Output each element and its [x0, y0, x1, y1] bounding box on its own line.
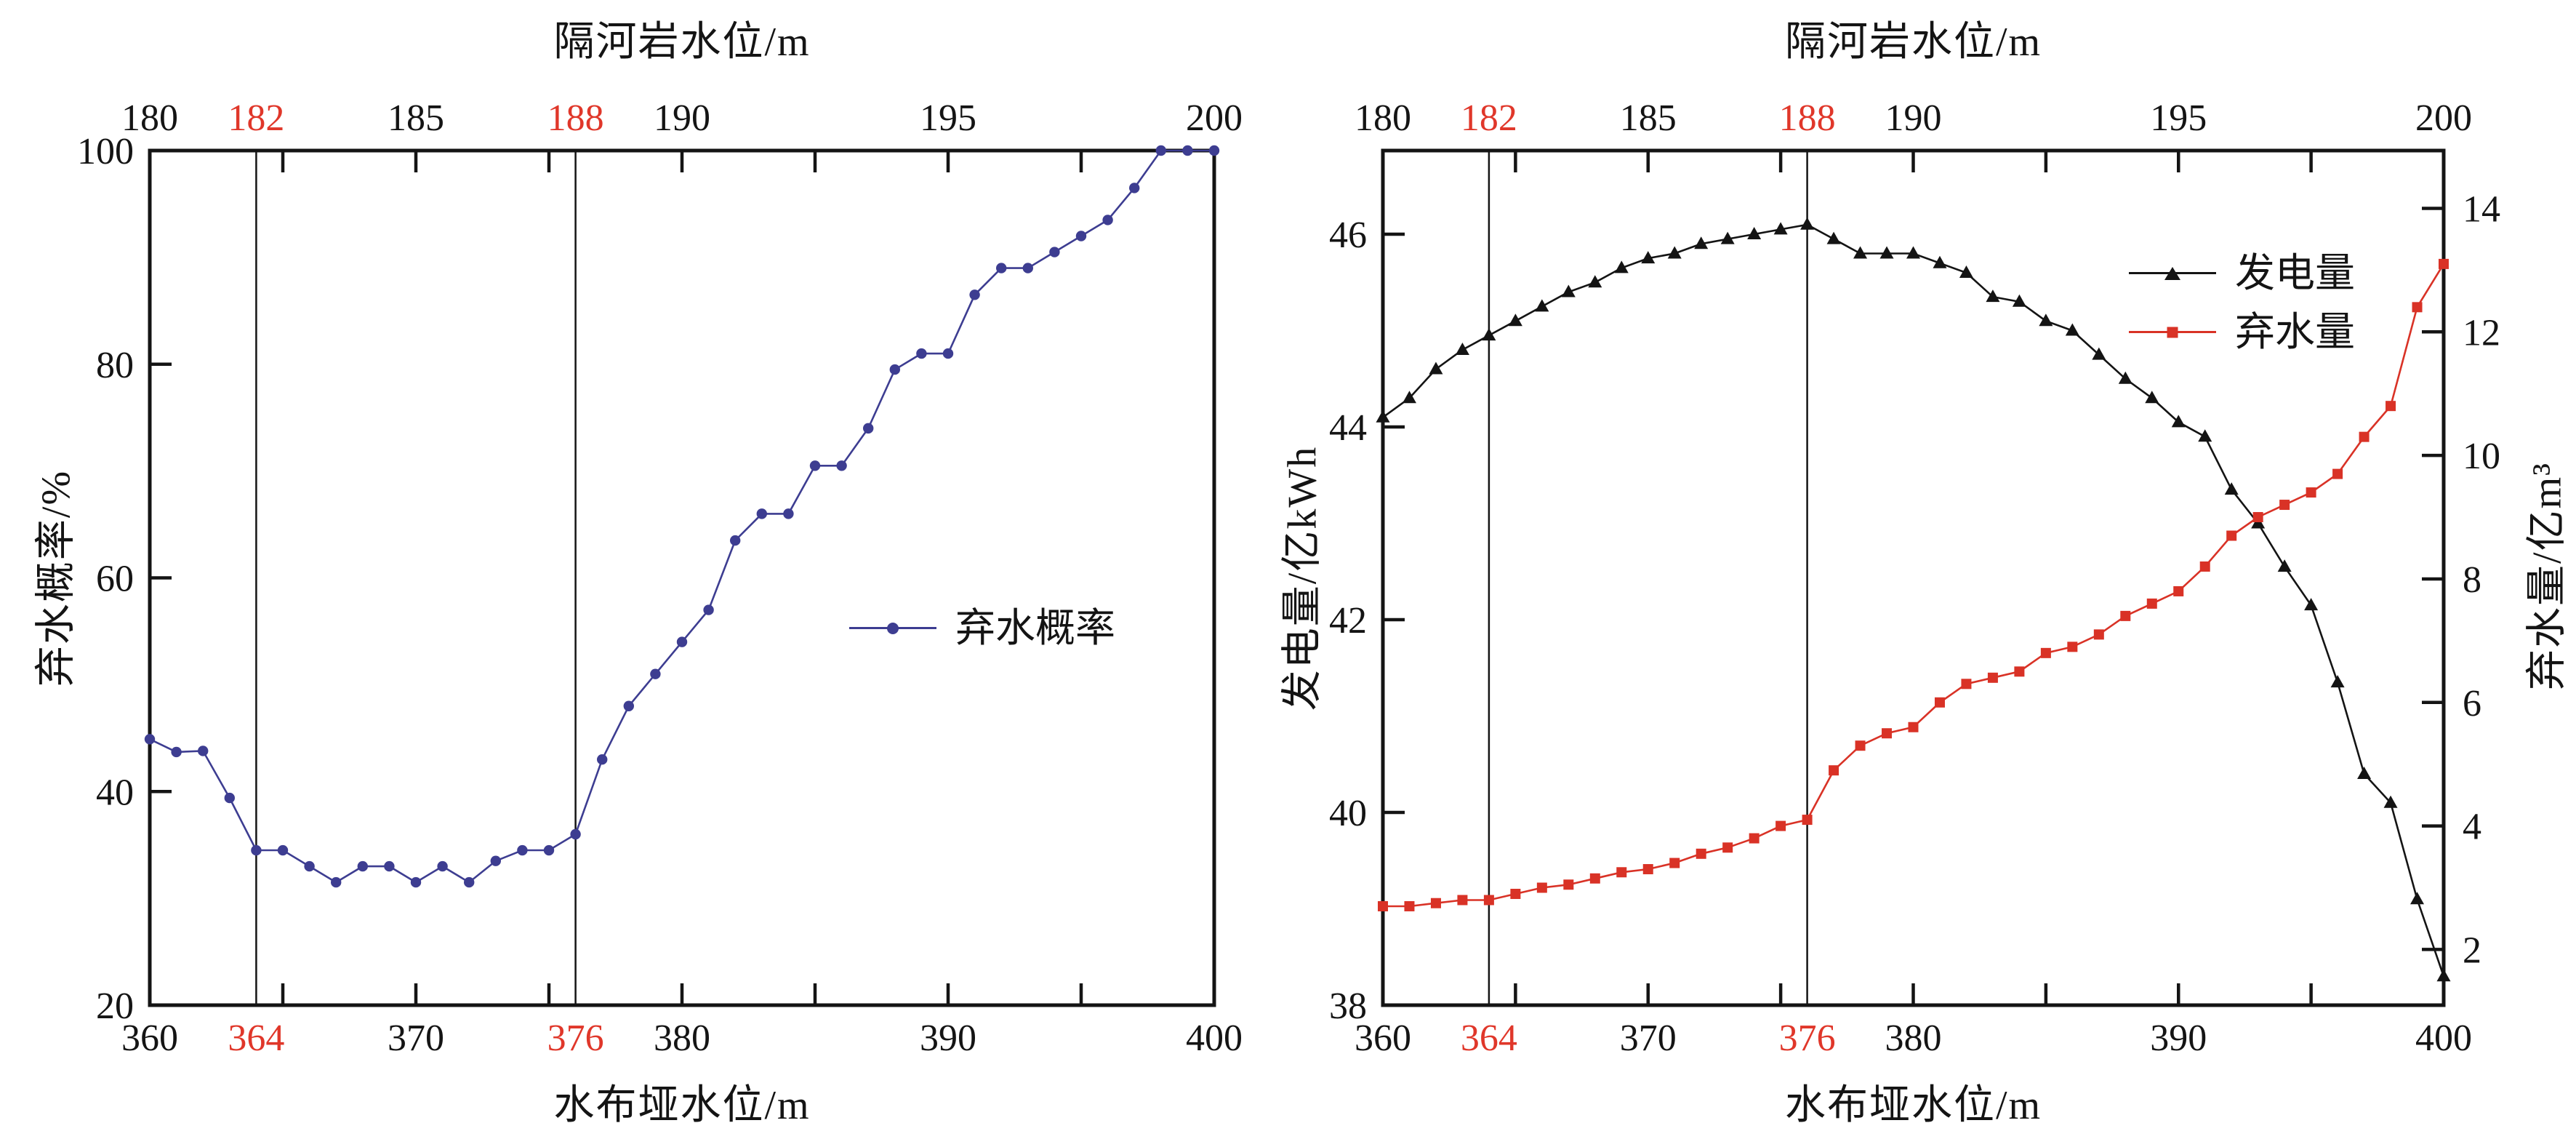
left-chart-x-axis-title: 水布垭水位/m — [553, 1083, 811, 1128]
svg-text:182: 182 — [1461, 97, 1517, 139]
svg-text:6: 6 — [2463, 683, 2481, 724]
svg-text:185: 185 — [388, 97, 444, 139]
svg-text:60: 60 — [96, 559, 134, 600]
right-chart-y-right-axis-title: 弃水量/亿m³ — [2524, 462, 2570, 690]
svg-text:195: 195 — [2150, 97, 2207, 139]
svg-text:360: 360 — [121, 1018, 178, 1059]
legend-item-spill-volume: 弃水量 — [2129, 312, 2355, 352]
legend-label: 发电量 — [2235, 251, 2356, 295]
svg-text:182: 182 — [228, 97, 284, 139]
svg-text:180: 180 — [1355, 97, 1411, 139]
svg-text:190: 190 — [654, 97, 710, 139]
right-chart-y-left-axis-title: 发电量/亿kWh — [1280, 445, 1325, 711]
svg-text:12: 12 — [2463, 312, 2500, 353]
svg-text:44: 44 — [1329, 407, 1367, 449]
svg-text:390: 390 — [920, 1018, 976, 1059]
svg-text:190: 190 — [1885, 97, 1942, 139]
svg-text:200: 200 — [1186, 97, 1243, 139]
svg-text:188: 188 — [547, 97, 604, 139]
svg-text:185: 185 — [1620, 97, 1677, 139]
svg-text:376: 376 — [1779, 1018, 1836, 1059]
svg-text:20: 20 — [96, 986, 134, 1027]
left-chart-top-axis-title: 隔河岩水位/m — [553, 20, 811, 65]
svg-text:8: 8 — [2463, 559, 2481, 601]
svg-text:180: 180 — [121, 97, 178, 139]
svg-text:46: 46 — [1329, 215, 1367, 256]
svg-text:100: 100 — [77, 131, 134, 172]
left-chart-legend: 弃水概率 — [849, 608, 1115, 648]
svg-text:360: 360 — [1355, 1018, 1411, 1059]
svg-text:38: 38 — [1329, 986, 1367, 1027]
svg-text:380: 380 — [1885, 1018, 1942, 1059]
svg-text:10: 10 — [2463, 436, 2500, 477]
svg-text:14: 14 — [2463, 188, 2500, 230]
svg-text:390: 390 — [2150, 1018, 2207, 1059]
svg-text:400: 400 — [1186, 1018, 1243, 1059]
right-chart-x-axis-title: 水布垭水位/m — [1784, 1083, 2042, 1128]
legend-item-spill-probability: 弃水概率 — [849, 608, 1115, 648]
svg-text:40: 40 — [1329, 793, 1367, 834]
svg-text:4: 4 — [2463, 807, 2481, 848]
svg-text:2: 2 — [2463, 930, 2481, 971]
svg-text:195: 195 — [920, 97, 976, 139]
svg-text:188: 188 — [1779, 97, 1836, 139]
svg-text:370: 370 — [388, 1018, 444, 1059]
legend-line-square-icon — [2129, 324, 2216, 341]
svg-text:370: 370 — [1620, 1018, 1677, 1059]
right-chart-legend: 发电量 弃水量 — [2129, 253, 2355, 352]
right-chart-top-axis-title: 隔河岩水位/m — [1784, 20, 2042, 65]
left-chart-y-axis-title: 弃水概率/% — [33, 469, 79, 687]
svg-text:40: 40 — [96, 772, 134, 813]
svg-text:376: 376 — [547, 1018, 604, 1059]
legend-item-generation: 发电量 — [2129, 253, 2355, 293]
svg-text:42: 42 — [1329, 600, 1367, 642]
svg-text:400: 400 — [2415, 1018, 2472, 1059]
svg-text:200: 200 — [2415, 97, 2472, 139]
legend-line-triangle-icon — [2129, 265, 2216, 282]
svg-text:380: 380 — [654, 1018, 710, 1059]
legend-label: 弃水量 — [2235, 310, 2356, 354]
legend-line-dot-icon — [849, 620, 936, 637]
svg-text:80: 80 — [96, 345, 134, 386]
legend-label: 弃水概率 — [955, 606, 1116, 650]
svg-text:364: 364 — [1461, 1018, 1517, 1059]
svg-text:364: 364 — [228, 1018, 284, 1059]
